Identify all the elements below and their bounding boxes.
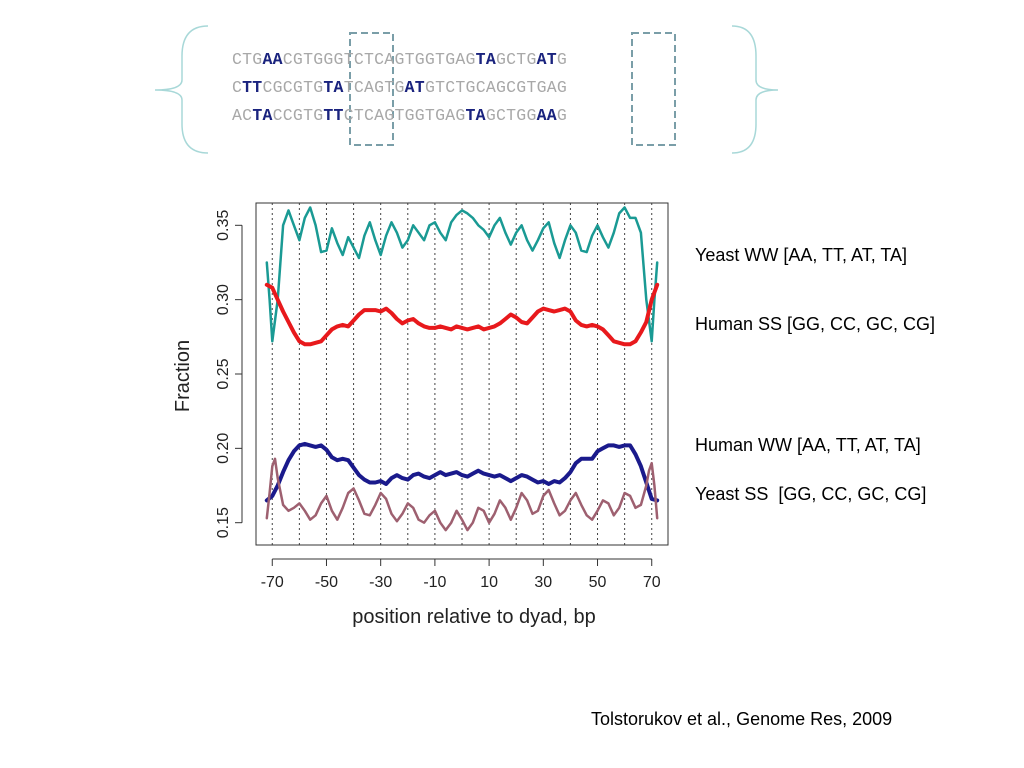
legend-yeast-ss: Yeast SS [GG, CC, GC, CG] <box>695 484 927 504</box>
series-line <box>265 457 659 532</box>
highlighted-dinucleotide: AT <box>536 50 557 69</box>
highlighted-dinucleotide: TA <box>323 78 344 97</box>
highlighted-dinucleotide: AT <box>404 78 425 97</box>
y-axis: 0.15 0.20 0.25 0.30 0.35 <box>215 210 243 538</box>
highlighted-dinucleotide: TT <box>242 78 263 97</box>
sequence-segment: C <box>232 78 243 97</box>
highlighted-dinucleotide: TA <box>252 106 273 125</box>
y-tick-label: 0.20 <box>215 433 232 464</box>
y-tick-label: 0.30 <box>215 284 232 315</box>
x-tick-label: -70 <box>261 574 284 591</box>
x-axis-label: position relative to dyad, bp <box>352 606 596 628</box>
series-line <box>265 206 659 343</box>
sequence-segment: CTG <box>232 50 263 69</box>
sequence-segment: G <box>556 106 568 125</box>
x-tick-label: -50 <box>315 574 338 591</box>
highlighted-dinucleotide: TA <box>475 50 496 69</box>
legend-human-ww: Human WW [AA, TT, AT, TA] <box>695 435 921 455</box>
highlighted-dinucleotide: AA <box>262 50 283 69</box>
legend-human-ss: Human SS [GG, CC, GC, CG] <box>695 314 936 334</box>
highlighted-dinucleotide: TA <box>465 106 486 125</box>
vertical-gridlines <box>271 203 653 545</box>
x-tick-label: 10 <box>480 574 498 591</box>
series-line <box>264 441 660 503</box>
x-tick-label: -30 <box>369 574 392 591</box>
sequence-segment: GCTGG <box>485 106 537 125</box>
series-line <box>264 282 660 347</box>
sequence-segment: GTCTGCAGCGTGAG <box>424 78 568 97</box>
right-brace <box>731 25 779 154</box>
sequence-segment: AC <box>232 106 253 125</box>
legend-yeast-ww: Yeast WW [AA, TT, AT, TA] <box>695 245 908 265</box>
sequence-segment: CCGTG <box>272 106 324 125</box>
sequence-segment: CGTGGGTCTCAGTGGTGAG <box>282 50 476 69</box>
sequence-segment: G <box>556 50 568 69</box>
highlighted-dinucleotide: TT <box>323 106 344 125</box>
highlight-box-right <box>631 32 676 146</box>
sequence-segment: CTCAGTGGTGAG <box>343 106 466 125</box>
sequence-segment: CGCGTG <box>262 78 324 97</box>
y-tick-label: 0.25 <box>215 358 232 389</box>
sequence-brackets <box>154 25 779 154</box>
y-tick-label: 0.35 <box>215 210 232 241</box>
x-tick-label: -10 <box>423 574 446 591</box>
sequence-line-2: CTTCGCGTGTATCAGTGATGTCTGCAGCGTGAG <box>232 78 567 98</box>
series-lines <box>264 206 660 532</box>
y-axis-label: Fraction <box>172 340 194 412</box>
x-tick-label: 50 <box>589 574 607 591</box>
x-axis: -70 -50 -30 -10 10 30 50 70 <box>261 558 661 591</box>
highlighted-dinucleotide: AA <box>536 106 557 125</box>
x-tick-label: 70 <box>643 574 661 591</box>
x-tick-label: 30 <box>534 574 552 591</box>
sequence-alignment: CTGAACGTGGGTCTCAGTGGTGAGTAGCTGATG CTTCGC… <box>150 20 790 160</box>
plot-frame <box>255 202 669 546</box>
sequence-line-3: ACTACCGTGTTCTCAGTGGTGAGTAGCTGGAAG <box>232 106 567 126</box>
sequence-segment: TCAGTG <box>343 78 405 97</box>
sequence-line-1: CTGAACGTGGGTCTCAGTGGTGAGTAGCTGATG <box>232 50 567 70</box>
fraction-line-chart: -70 -50 -30 -10 10 30 50 70 0.15 0.20 0.25 0.30 0.3… <box>172 202 669 628</box>
sequence-segment: GCTG <box>495 50 537 69</box>
y-tick-label: 0.15 <box>215 507 232 538</box>
left-brace <box>154 25 209 154</box>
citation: Tolstorukov et al., Genome Res, 2009 <box>591 709 893 729</box>
highlight-box-left <box>349 32 394 146</box>
